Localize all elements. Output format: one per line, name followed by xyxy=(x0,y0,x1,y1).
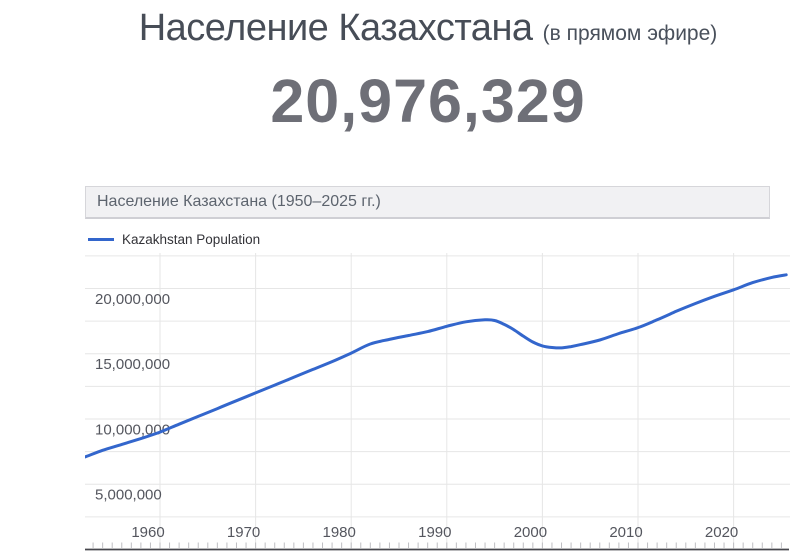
svg-text:5,000,000: 5,000,000 xyxy=(95,487,162,504)
population-line-chart[interactable]: 5,000,000 10,000,000 15,000,000 20,000,000 1… xyxy=(83,219,790,553)
svg-text:1960: 1960 xyxy=(131,524,164,541)
svg-text:1980: 1980 xyxy=(323,524,356,541)
page-title-live-note: (в прямом эфире) xyxy=(542,22,718,45)
svg-text:2010: 2010 xyxy=(609,524,642,541)
svg-text:1990: 1990 xyxy=(418,524,451,541)
svg-text:20,000,000: 20,000,000 xyxy=(95,291,170,308)
population-chart-area: Kazakhstan Population 5,000,000 10,000,00… xyxy=(83,219,790,553)
svg-text:2020: 2020 xyxy=(705,524,738,541)
legend-label: Kazakhstan Population xyxy=(122,231,261,247)
svg-text:1970: 1970 xyxy=(227,524,260,541)
page-title-text: Население Казахстана xyxy=(138,7,533,49)
svg-text:15,000,000: 15,000,000 xyxy=(95,356,170,373)
svg-text:2000: 2000 xyxy=(514,524,547,541)
chart-legend-item[interactable]: Kazakhstan Population xyxy=(88,231,260,247)
legend-line-swatch xyxy=(88,237,114,241)
svg-text:10,000,000: 10,000,000 xyxy=(95,421,170,438)
page-title: Население Казахстана (в прямом эфире) xyxy=(85,0,771,56)
chart-panel-title: Население Казахстана (1950–2025 гг.) xyxy=(85,186,770,219)
population-counter: 20,976,329 xyxy=(270,67,586,135)
page-header: Население Казахстана (в прямом эфире) 20… xyxy=(85,0,771,132)
